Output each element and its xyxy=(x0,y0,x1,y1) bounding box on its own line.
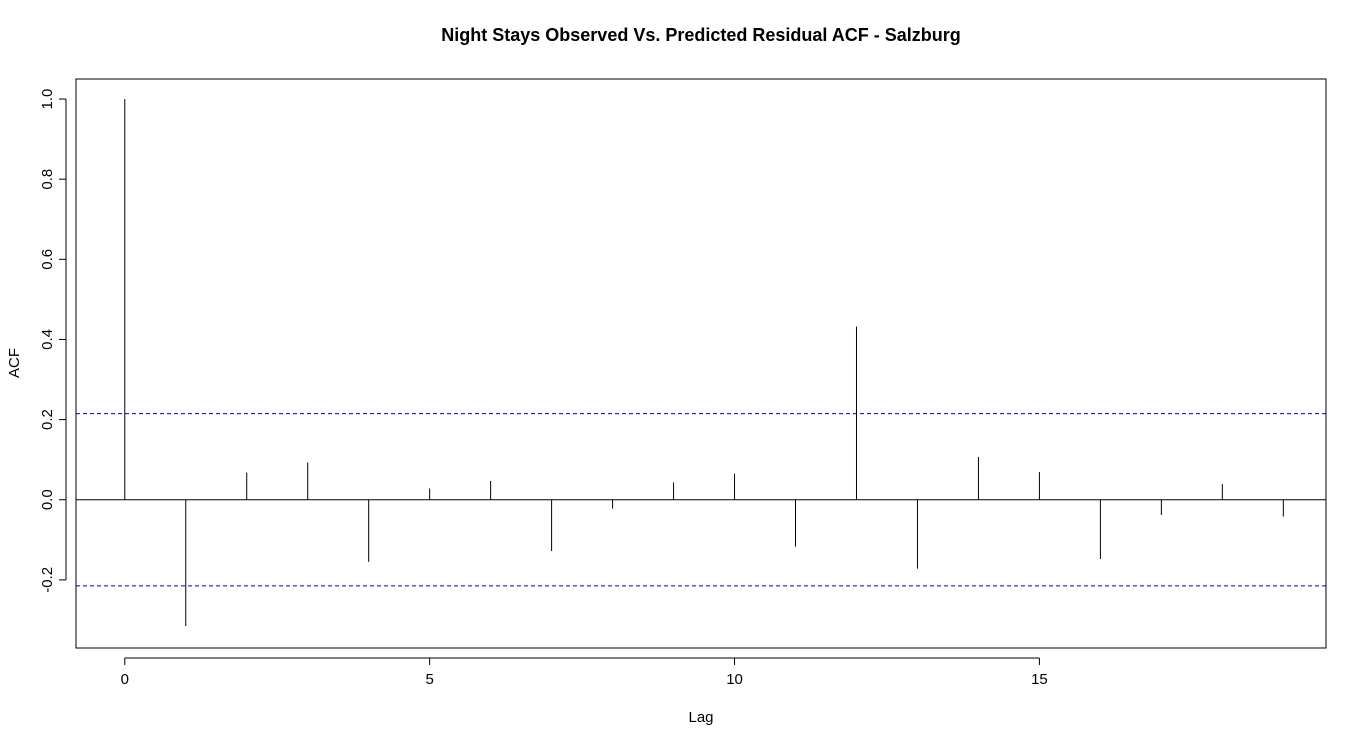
x-tick-label: 0 xyxy=(121,671,129,688)
x-axis-label: Lag xyxy=(688,709,713,726)
x-tick-label: 15 xyxy=(1031,671,1048,688)
chart-title: Night Stays Observed Vs. Predicted Resid… xyxy=(441,25,960,45)
plot-frame xyxy=(75,78,1327,649)
y-axis: -0.2 0.0 0.2 0.4 0.6 0.8 1.0 xyxy=(39,89,67,593)
y-tick-label: 0.0 xyxy=(39,489,56,510)
acf-bars xyxy=(124,99,1284,626)
y-tick-label: -0.2 xyxy=(39,567,56,593)
x-axis: 0 5 10 15 xyxy=(121,657,1048,688)
y-tick-label: 1.0 xyxy=(39,89,56,110)
y-tick-label: 0.4 xyxy=(39,329,56,350)
y-tick-label: 0.2 xyxy=(39,409,56,430)
y-tick-label: 0.6 xyxy=(39,249,56,270)
x-tick-label: 5 xyxy=(425,671,433,688)
y-axis-label: ACF xyxy=(6,348,23,378)
reference-lines xyxy=(76,413,1326,587)
y-tick-label: 0.8 xyxy=(39,169,56,190)
x-tick-label: 10 xyxy=(726,671,743,688)
